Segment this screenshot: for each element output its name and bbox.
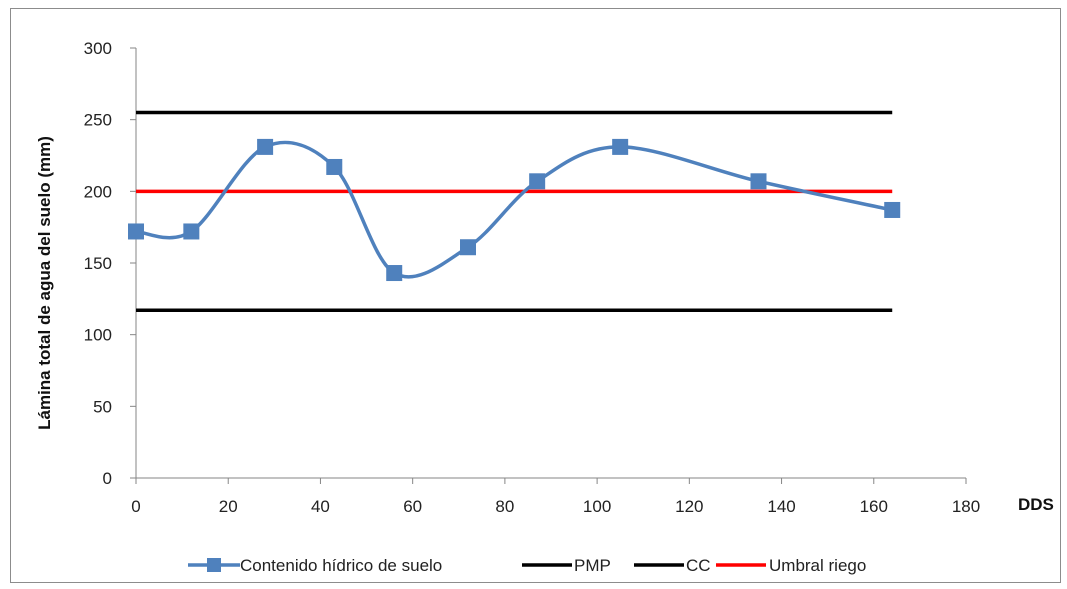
y-tick-label: 250 bbox=[84, 111, 112, 130]
data-point-contenido-hidrico-de-suelo bbox=[128, 223, 144, 240]
data-point-contenido-hidrico-de-suelo bbox=[183, 223, 200, 240]
y-tick-label: 300 bbox=[84, 39, 112, 58]
x-tick-label: 160 bbox=[860, 497, 888, 516]
series-lines bbox=[135, 110, 893, 313]
ticks: 0 50 100 150 200 250 300 0 20 40 60 80 100 120 140 160 1… bbox=[84, 39, 981, 516]
y-tick-label: 50 bbox=[93, 397, 112, 416]
markers bbox=[128, 138, 901, 282]
data-point-contenido-hidrico-de-suelo bbox=[884, 201, 901, 218]
x-tick-label: 60 bbox=[403, 497, 422, 516]
y-tick-label: 100 bbox=[84, 326, 112, 345]
x-tick-label: 80 bbox=[495, 497, 514, 516]
chart-frame bbox=[10, 8, 1061, 583]
legend-label-pmp: PMP bbox=[574, 556, 611, 575]
x-tick-label: 120 bbox=[675, 497, 703, 516]
y-tick-label: 0 bbox=[103, 469, 112, 488]
data-point-contenido-hidrico-de-suelo bbox=[750, 173, 767, 190]
legend-label-cc: CC bbox=[686, 556, 711, 575]
data-point-contenido-hidrico-de-suelo bbox=[612, 138, 629, 155]
x-tick-label: 180 bbox=[952, 497, 980, 516]
x-axis-title: DDS bbox=[1018, 495, 1054, 514]
legend-label-contenido-hidrico-de-suelo: Contenido hídrico de suelo bbox=[240, 556, 442, 575]
data-point-contenido-hidrico-de-suelo bbox=[460, 239, 476, 256]
legend-label-umbral-riego: Umbral riego bbox=[769, 556, 866, 575]
data-point-contenido-hidrico-de-suelo bbox=[257, 138, 274, 155]
y-tick-label: 150 bbox=[84, 254, 112, 273]
legend: Contenido hídrico de suelo PMP CC Umbral ri… bbox=[188, 556, 866, 575]
y-tick-label: 200 bbox=[84, 182, 112, 201]
series-line-contenido-hidrico-de-suelo bbox=[135, 140, 893, 279]
data-point-contenido-hidrico-de-suelo bbox=[529, 173, 546, 190]
x-tick-label: 140 bbox=[767, 497, 795, 516]
x-tick-label: 0 bbox=[131, 497, 140, 516]
x-tick-label: 100 bbox=[583, 497, 611, 516]
data-point-contenido-hidrico-de-suelo bbox=[326, 158, 343, 175]
x-tick-label: 20 bbox=[219, 497, 238, 516]
legend-marker-contenido-hidrico-de-suelo bbox=[207, 558, 221, 572]
x-tick-label: 40 bbox=[311, 497, 330, 516]
data-point-contenido-hidrico-de-suelo bbox=[386, 265, 403, 282]
y-axis-title: Lámina total de agua del suelo (mm) bbox=[35, 136, 54, 430]
